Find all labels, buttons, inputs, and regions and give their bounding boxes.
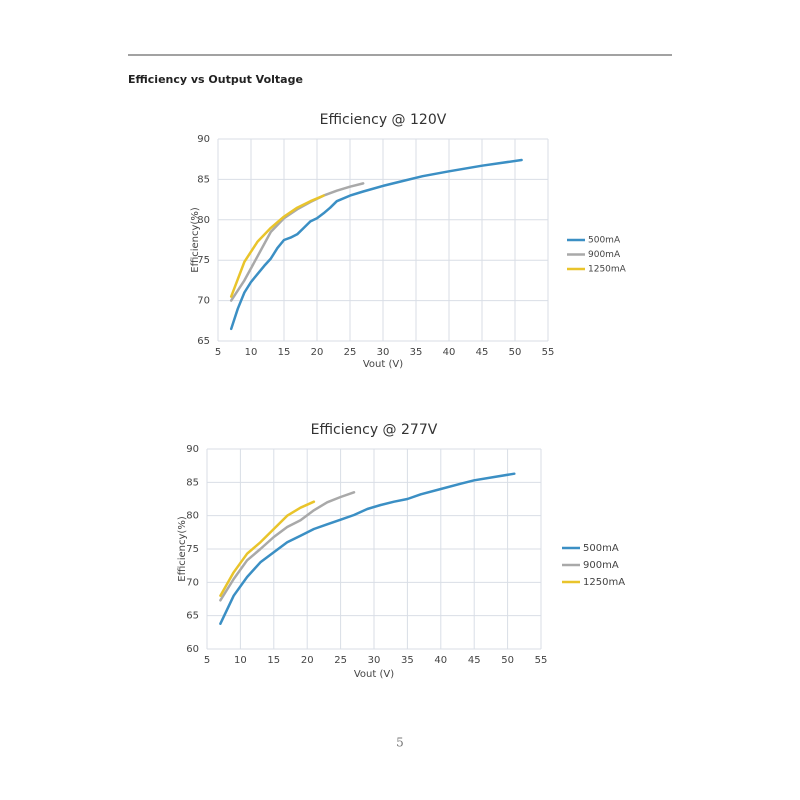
x-tick-label: 30 [377,347,390,358]
x-tick-label: 55 [542,347,555,358]
x-tick-label: 45 [476,347,489,358]
chart-title: Efficiency @ 120V [320,112,447,128]
chart-title: Efficiency @ 277V [311,422,438,438]
y-tick-label: 70 [197,296,210,307]
legend-label: 1250mA [588,265,627,275]
legend-label: 900mA [583,560,619,571]
y-tick-label: 75 [197,255,210,266]
legend-label: 900mA [588,250,621,260]
x-tick-label: 15 [267,655,280,666]
x-tick-label: 25 [344,347,357,358]
legend-label: 500mA [583,543,619,554]
y-tick-label: 85 [197,174,210,185]
y-tick-label: 75 [186,544,199,555]
x-tick-label: 50 [509,347,522,358]
series-line [219,491,356,602]
y-tick-label: 60 [186,644,199,655]
y-axis-label: Efficiency(%) [190,207,201,273]
x-tick-label: 50 [501,655,514,666]
y-axis-label: Efficiency(%) [177,516,188,582]
page-number: 5 [396,736,404,750]
x-tick-label: 40 [443,347,456,358]
series-line [229,158,523,331]
x-tick-label: 20 [311,347,324,358]
x-axis-label: Vout (V) [354,669,394,680]
y-tick-label: 85 [186,477,199,488]
x-tick-label: 5 [204,655,210,666]
x-tick-label: 25 [334,655,347,666]
x-tick-label: 10 [234,655,247,666]
y-tick-label: 65 [197,336,210,347]
x-tick-label: 20 [301,655,314,666]
heading: Efficiency vs Output Voltage [128,73,303,86]
series-line [219,500,316,597]
x-tick-label: 5 [215,347,221,358]
x-tick-label: 10 [245,347,258,358]
series-line [229,194,325,298]
y-tick-label: 80 [197,215,210,226]
legend-label: 500mA [588,236,621,246]
legend-label: 1250mA [583,577,625,588]
x-tick-label: 45 [468,655,481,666]
y-tick-label: 70 [186,577,199,588]
x-tick-label: 40 [434,655,447,666]
x-tick-label: 55 [535,655,548,666]
x-axis-label: Vout (V) [363,359,403,370]
x-tick-label: 35 [401,655,414,666]
y-tick-label: 80 [186,511,199,522]
y-tick-label: 65 [186,611,199,622]
x-tick-label: 15 [278,347,291,358]
x-tick-label: 30 [368,655,381,666]
y-tick-label: 90 [197,134,210,145]
series-line [229,182,365,302]
series-line [219,472,516,625]
y-tick-label: 90 [186,444,199,455]
x-tick-label: 35 [410,347,423,358]
